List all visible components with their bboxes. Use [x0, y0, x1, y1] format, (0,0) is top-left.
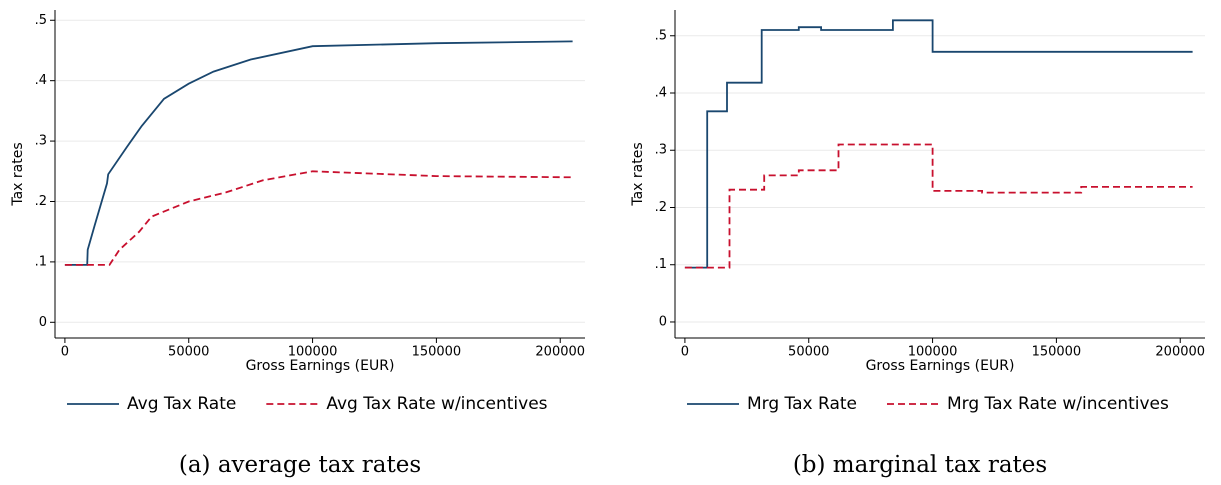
x-axis-title: Gross Earnings (EUR) — [866, 358, 1015, 374]
y-tick-label: .5 — [655, 28, 667, 43]
y-tick-label: 0 — [659, 314, 667, 329]
caption: (b) marginal tax rates — [793, 452, 1047, 478]
y-tick-label: .3 — [655, 143, 667, 158]
y-tick-label: .1 — [35, 254, 47, 269]
legend-label: Avg Tax Rate w/incentives — [326, 394, 547, 414]
x-tick-label: 0 — [61, 345, 69, 360]
legend-label: Mrg Tax Rate — [747, 394, 857, 414]
x-tick-label: 150000 — [1032, 345, 1082, 360]
y-tick-label: .4 — [35, 73, 47, 88]
x-tick-label: 150000 — [412, 345, 462, 360]
x-tick-label: 200000 — [1155, 345, 1205, 360]
x-tick-label: 50000 — [788, 345, 829, 360]
y-tick-label: .1 — [655, 257, 667, 272]
y-tick-label: .5 — [35, 13, 47, 28]
y-tick-label: .4 — [655, 86, 667, 101]
y-tick-label: 0 — [39, 315, 47, 330]
x-tick-label: 50000 — [168, 345, 209, 360]
x-axis-title: Gross Earnings (EUR) — [246, 358, 395, 374]
x-tick-label: 100000 — [908, 345, 958, 360]
line-series — [64, 40, 573, 266]
line-series — [684, 143, 1193, 269]
line-series — [684, 19, 1193, 269]
y-tick-label: .2 — [655, 200, 667, 215]
caption: (a) average tax rates — [179, 452, 421, 478]
x-tick-label: 100000 — [288, 345, 338, 360]
x-tick-label: 200000 — [535, 345, 585, 360]
y-tick-label: .3 — [35, 134, 47, 149]
y-tick-label: .2 — [35, 194, 47, 209]
legend-label: Mrg Tax Rate w/incentives — [947, 394, 1169, 414]
line-series — [64, 170, 573, 266]
y-axis-title: Tax rates — [630, 142, 646, 206]
y-axis-title: Tax rates — [10, 142, 26, 206]
x-tick-label: 0 — [681, 345, 689, 360]
legend-label: Avg Tax Rate — [127, 394, 236, 414]
